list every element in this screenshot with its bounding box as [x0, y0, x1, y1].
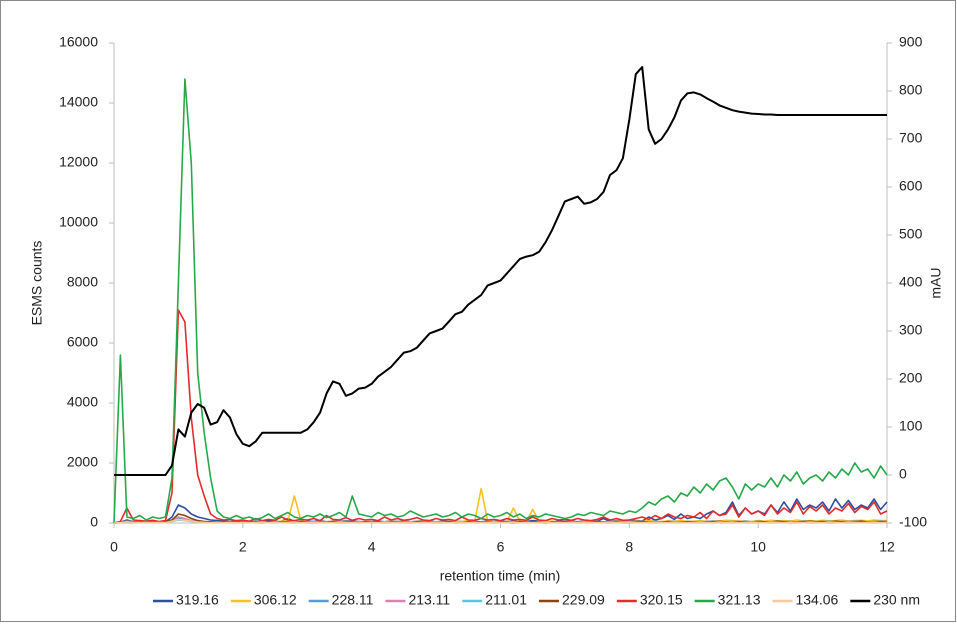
y2-tick-label: 0	[899, 466, 907, 482]
legend-label: 134.06	[795, 592, 838, 608]
x-tick-label: 8	[625, 539, 633, 555]
x-tick-label: 12	[879, 539, 895, 555]
y2-tick-label: 100	[899, 418, 923, 434]
x-tick-label: 2	[239, 539, 247, 555]
legend-label: 321.13	[718, 592, 761, 608]
y2-axis-title: mAU	[928, 267, 944, 298]
y-tick-label: 12000	[59, 154, 98, 170]
y2-tick-label: -100	[899, 514, 927, 530]
legend-label: 320.15	[640, 592, 683, 608]
x-axis-title: retention time (min)	[440, 568, 561, 584]
y-tick-label: 4000	[67, 394, 98, 410]
y2-tick-label: 600	[899, 178, 923, 194]
legend-label: 306.12	[254, 592, 297, 608]
legend-label: 230 nm	[873, 592, 920, 608]
legend-label: 211.01	[485, 592, 527, 608]
series-line	[114, 66, 887, 476]
y-tick-label: 8000	[67, 274, 98, 290]
legend-label: 319.16	[176, 592, 219, 608]
y-tick-label: 14000	[59, 94, 98, 110]
y2-tick-label: 900	[899, 34, 923, 50]
x-tick-label: 10	[750, 539, 766, 555]
series-line	[113, 309, 888, 524]
legend-label: 213.11	[408, 592, 450, 608]
series-line	[113, 78, 888, 524]
x-tick-label: 0	[110, 539, 118, 555]
y2-tick-label: 700	[899, 130, 923, 146]
y-tick-label: 0	[90, 514, 98, 530]
y2-tick-label: 500	[899, 226, 923, 242]
y2-tick-label: 200	[899, 370, 923, 386]
legend-label: 229.09	[562, 592, 605, 608]
y2-tick-label: 400	[899, 274, 923, 290]
legend-label: 228.11	[332, 592, 374, 608]
y2-tick-label: 800	[899, 82, 923, 98]
x-tick-label: 6	[497, 539, 505, 555]
y2-tick-label: 300	[899, 322, 923, 338]
y-tick-label: 2000	[67, 454, 98, 470]
x-tick-label: 4	[368, 539, 376, 555]
y-tick-label: 10000	[59, 214, 98, 230]
y-tick-label: 6000	[67, 334, 98, 350]
y-axis-title: ESMS counts	[29, 241, 45, 326]
series-line	[113, 518, 888, 524]
y-tick-label: 16000	[59, 34, 98, 50]
